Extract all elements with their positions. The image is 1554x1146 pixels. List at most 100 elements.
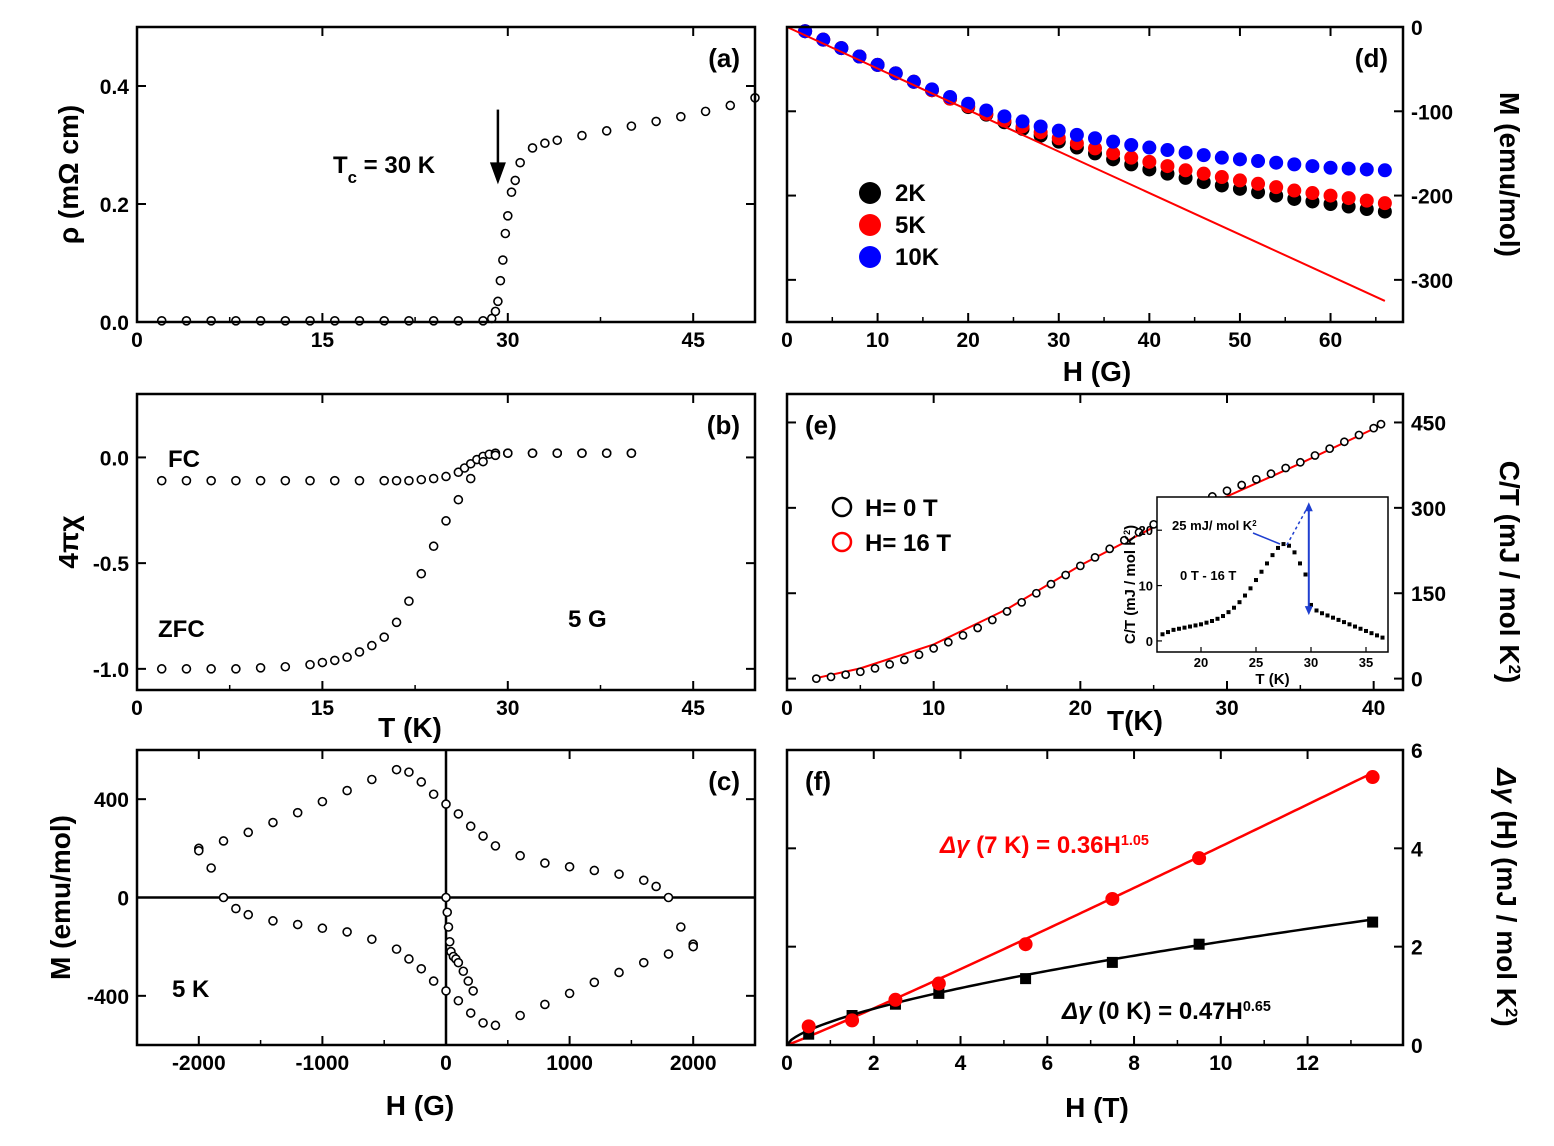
- data-point-10k: [1341, 161, 1356, 176]
- data-point-10k: [1015, 114, 1030, 129]
- data-point-hysteresis: [428, 976, 439, 986]
- data-point-0k: [1020, 973, 1032, 985]
- data-point-zfc: [391, 617, 402, 628]
- data-point-hysteresis: [515, 850, 525, 861]
- data-point-zfc: [329, 655, 340, 666]
- y-tick-label: -1.0: [93, 659, 129, 682]
- data-point-fc: [181, 475, 192, 486]
- plot-frame: [785, 392, 1405, 692]
- inset-data-point: [1204, 620, 1209, 625]
- y-tick-label: 150: [1411, 583, 1446, 606]
- data-point-h-0t: [914, 650, 924, 660]
- data-point-zfc: [626, 448, 637, 459]
- inset-data-point: [1259, 569, 1264, 574]
- data-point-7k: [801, 1019, 816, 1034]
- data-point-10k: [1069, 127, 1084, 142]
- data-point-h-0t: [1251, 474, 1261, 484]
- x-tick-label: 15: [311, 329, 335, 352]
- y-axis-label-part: (H) (mJ / mol K: [1491, 803, 1522, 1008]
- data-point-hysteresis: [317, 923, 328, 934]
- x-tick-label: 10: [866, 329, 889, 352]
- data-point-hysteresis: [463, 976, 474, 986]
- fit-curve-0k: [786, 918, 1373, 1046]
- fc-label: FC: [168, 446, 200, 473]
- legend-label: 10K: [895, 244, 940, 271]
- inset-data-point: [1303, 572, 1308, 577]
- data-point-resistivity: [506, 187, 517, 197]
- data-point-fc: [206, 475, 216, 486]
- data-point-hysteresis: [342, 785, 352, 796]
- data-point-fc: [231, 475, 241, 486]
- data-point-h-0t: [1369, 423, 1379, 433]
- data-point-resistivity: [577, 130, 587, 141]
- y-tick-label: 0.0: [100, 447, 129, 470]
- field-label: 5 G: [568, 606, 607, 633]
- data-point-10k: [1051, 123, 1066, 138]
- data-point-hysteresis: [478, 1018, 488, 1028]
- data-point-hysteresis: [243, 909, 254, 920]
- y-tick-label: 0.0: [100, 312, 129, 335]
- y-tick-label: 300: [1411, 498, 1446, 521]
- legend-label: H= 0 T: [865, 495, 938, 522]
- data-point-h-0t: [899, 655, 909, 665]
- data-point-hysteresis: [404, 767, 414, 777]
- inset-data-point: [1342, 620, 1346, 625]
- data-point-fc: [329, 475, 340, 486]
- y-axis-label: C/T (mJ / mol K2): [1494, 461, 1525, 683]
- inset-x-tick-label: 30: [1304, 655, 1318, 670]
- y-tick-label: -0.5: [93, 553, 130, 576]
- data-point-hysteresis: [206, 863, 216, 873]
- data-point-hysteresis: [416, 963, 427, 974]
- x-tick-label: 8: [1128, 1052, 1140, 1075]
- inset-data-point: [1325, 613, 1330, 618]
- y-tick-label: -200: [1411, 186, 1453, 209]
- data-point-zfc: [231, 664, 241, 674]
- x-tick-label: 20: [1069, 697, 1092, 720]
- data-point-hysteresis: [478, 831, 488, 841]
- legend-label: 5K: [895, 212, 926, 239]
- x-tick-label: 30: [496, 329, 519, 352]
- data-point-h-0t: [1105, 544, 1115, 554]
- data-point-hysteresis: [391, 764, 402, 775]
- inset-data-point: [1215, 616, 1220, 621]
- data-point-h-0t: [1046, 579, 1056, 589]
- data-point-hysteresis: [292, 807, 303, 818]
- plot-frame: [135, 392, 757, 692]
- data-point-fc: [416, 474, 427, 485]
- x-tick-label: 20: [956, 329, 979, 352]
- fit-label-0k-part: (0 K) = 0.47H: [1091, 998, 1242, 1025]
- data-point-zfc: [465, 473, 476, 484]
- data-point-h-0t: [973, 623, 983, 633]
- x-tick-label: 2: [868, 1052, 880, 1075]
- data-point-zfc: [367, 640, 377, 651]
- data-point-hysteresis: [391, 944, 402, 954]
- data-point-5k: [1359, 193, 1374, 208]
- data-point-5k: [1232, 173, 1247, 188]
- data-point-hysteresis: [444, 936, 455, 947]
- panel-label: (b): [707, 410, 740, 440]
- data-point-zfc: [317, 657, 328, 668]
- inset-y-tick-label: 0: [1146, 634, 1153, 649]
- x-tick-label: 10: [922, 697, 945, 720]
- data-point-h-0t: [811, 674, 821, 684]
- data-point-zfc: [255, 662, 266, 673]
- data-point-fc: [441, 471, 451, 482]
- x-tick-label: 30: [1047, 329, 1070, 352]
- inset-data-point: [1232, 605, 1236, 610]
- data-point-hysteresis: [268, 817, 278, 828]
- x-tick-label: 40: [1362, 697, 1385, 720]
- data-point-10k: [997, 109, 1012, 124]
- data-point-5k: [1214, 170, 1229, 185]
- inset-data-point: [1364, 628, 1368, 633]
- data-point-fc: [156, 475, 167, 486]
- data-point-10k: [1287, 157, 1302, 172]
- inset-data-point: [1243, 593, 1247, 598]
- fit-label-0k-part: Δγ: [1061, 998, 1093, 1025]
- data-point-zfc: [416, 568, 427, 579]
- data-point-7k: [888, 992, 903, 1007]
- x-tick-label: 30: [1215, 697, 1238, 720]
- data-point-h-0t: [1017, 597, 1027, 607]
- data-point-h-0t: [855, 667, 865, 677]
- plot-frame: [785, 748, 1405, 1047]
